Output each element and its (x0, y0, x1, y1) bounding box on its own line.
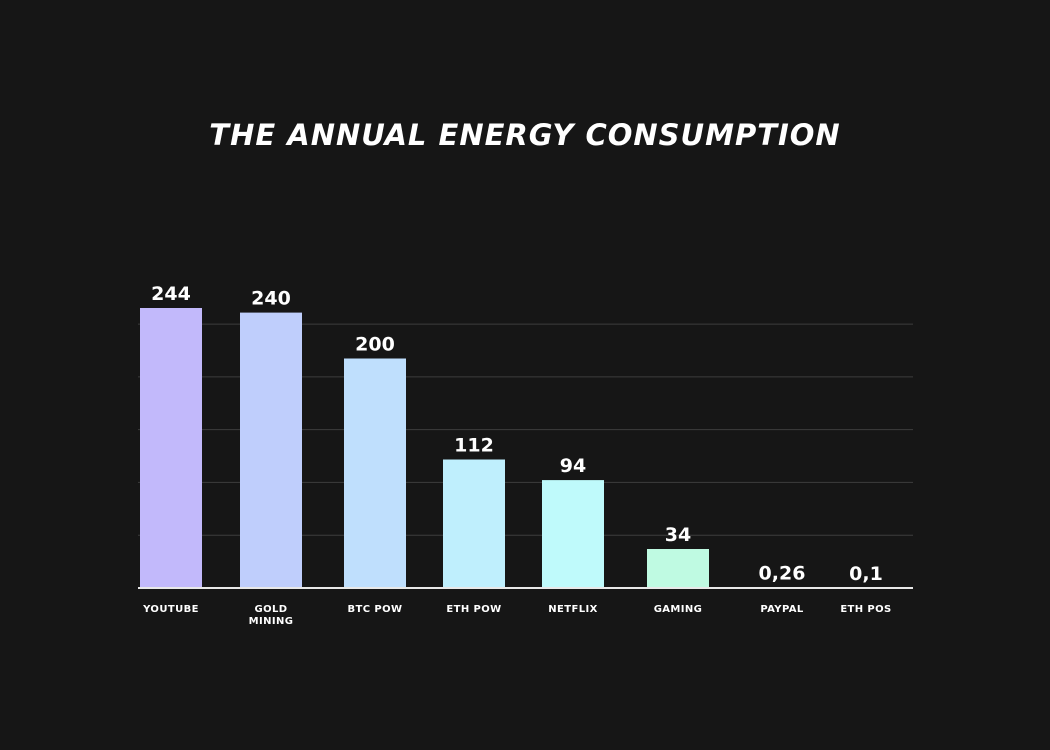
value-label: 34 (665, 524, 691, 546)
value-label: 200 (355, 334, 395, 356)
bar (647, 549, 709, 588)
category-label: BTC POW (348, 604, 403, 615)
category-label: MINING (249, 616, 294, 627)
category-label: PAYPAL (760, 604, 804, 615)
bar (140, 308, 202, 588)
value-label: 0,1 (849, 563, 883, 585)
category-label: ETH POW (446, 604, 501, 615)
category-label: GOLD (255, 604, 288, 615)
bar (542, 480, 604, 588)
bar (344, 358, 406, 588)
value-label: 112 (454, 435, 494, 457)
category-label: ETH POS (840, 604, 891, 615)
category-label: GAMING (654, 604, 703, 615)
value-label: 240 (251, 288, 291, 310)
bar (240, 312, 302, 588)
value-label: 0,26 (759, 563, 806, 585)
value-label: 94 (560, 455, 586, 477)
category-label: YOUTUBE (142, 604, 199, 615)
chart-title: THE ANNUAL ENERGY CONSUMPTION (209, 118, 841, 152)
category-label: NETFLIX (548, 604, 597, 615)
bar (443, 459, 505, 588)
value-label: 244 (151, 283, 191, 305)
